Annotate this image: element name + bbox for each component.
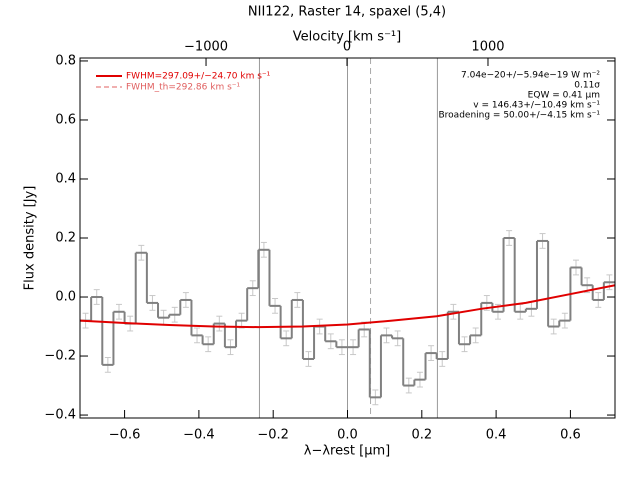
x-tick-label: −0.6 <box>109 428 141 443</box>
annotation: v = 146.43+/−10.49 km s⁻¹ <box>473 101 600 111</box>
chart-title: NII122, Raster 14, spaxel (5,4) <box>248 5 446 20</box>
x-tick-label: 0.6 <box>560 428 581 443</box>
x-tick-label: 0.0 <box>337 428 358 443</box>
x-tick-label: 0.2 <box>411 428 432 443</box>
annotation: 0.11σ <box>574 81 600 91</box>
annotation: 7.04e−20+/−5.94e−19 W m⁻² <box>461 71 600 81</box>
x2-axis-label: Velocity [km s⁻¹] <box>293 30 401 45</box>
x2-tick-label: 0 <box>343 40 351 55</box>
legend-label: FWHM_th=292.86 km s⁻¹ <box>126 83 241 93</box>
y-tick-label: 0.0 <box>55 290 76 305</box>
x-tick-label: 0.4 <box>486 428 507 443</box>
y-tick-label: −0.2 <box>44 349 76 364</box>
fit-line <box>79 284 616 329</box>
x-tick-label: −0.2 <box>257 428 289 443</box>
y-tick-label: −0.4 <box>44 408 76 423</box>
y-tick-label: 0.2 <box>55 231 76 246</box>
y-tick-label: 0.4 <box>55 171 76 186</box>
x2-tick-label: 1000 <box>471 40 504 55</box>
x-tick-label: −0.4 <box>183 428 215 443</box>
x2-tick-label: −1000 <box>184 40 228 55</box>
y-axis-label: Flux density [Jy] <box>23 186 38 291</box>
y-tick-label: 0.8 <box>55 53 76 68</box>
x-axis-label: λ−λrest [μm] <box>304 444 390 459</box>
annotation: Broadening = 50.00+/−4.15 km s⁻¹ <box>439 111 601 121</box>
y-tick-label: 0.6 <box>55 112 76 127</box>
annotation: EQW = 0.41 μm <box>528 91 600 101</box>
legend-label: FWHM=297.09+/−24.70 km s⁻¹ <box>126 72 271 82</box>
